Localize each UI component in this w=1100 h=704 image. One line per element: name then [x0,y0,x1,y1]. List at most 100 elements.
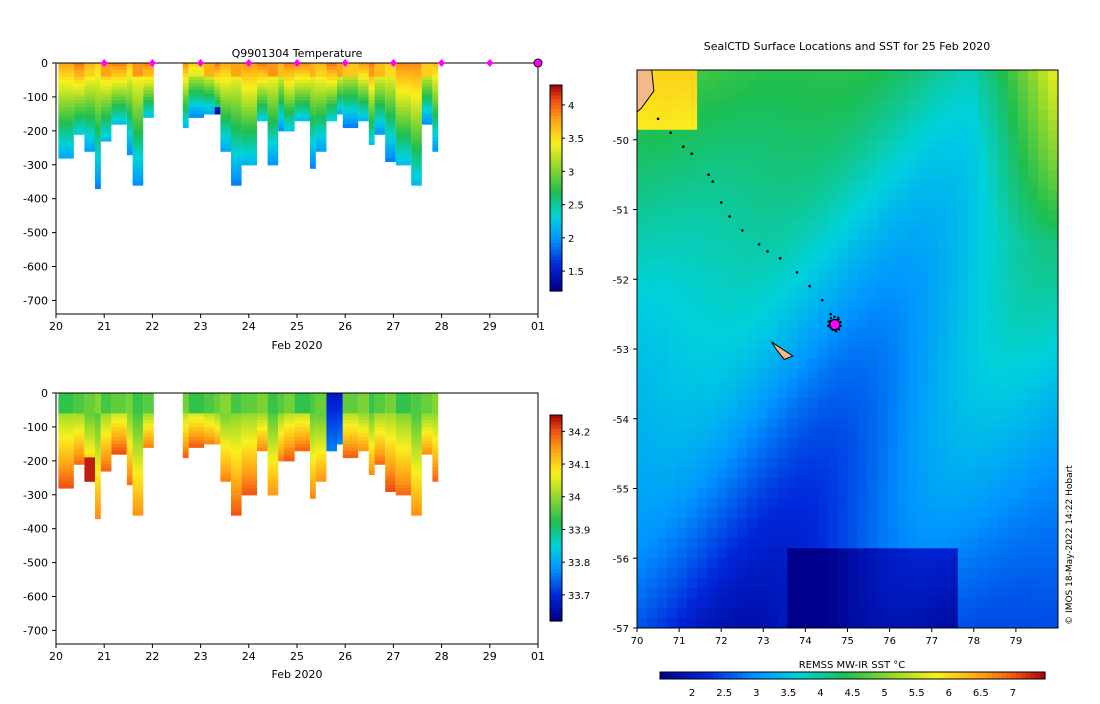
sst-cell [1017,239,1029,250]
sst-cell [967,359,979,370]
profile-cell [132,447,144,452]
sst-cell [767,588,778,599]
sst-cell [807,159,818,171]
map-y-tick-label: -52 [613,275,629,286]
profile-cell [220,426,232,431]
profile-cell [315,454,327,459]
profile-cell [432,100,439,105]
profile-cell [111,100,127,105]
sst-cell [647,229,658,240]
sst-cell [697,149,708,161]
profile-cell [421,103,433,108]
sst-cell [687,349,698,360]
sst-cell [697,339,708,350]
profile-cell [358,423,369,428]
sst-cell [1007,388,1019,400]
profile-cell [395,437,412,442]
sst-cell [1038,598,1049,609]
sst-cell [957,428,969,440]
sst-cell [817,468,828,480]
sst-colorbar-band [1011,672,1017,679]
sst-cell [1048,448,1058,460]
sst-cell [657,299,668,310]
profile-cell [126,457,133,462]
sst-cell [807,568,818,579]
sst-cell [897,548,909,559]
profile-cell [368,96,375,101]
profile-cell [58,406,74,411]
profile-cell [411,124,422,129]
colorbar-band [550,418,562,423]
sst-cell [967,229,979,240]
x-tick-label: 28 [435,320,449,333]
sst-cell [927,239,939,250]
sst-cell [797,568,808,579]
profile-cell [241,134,258,139]
profile-cell [267,100,279,105]
profile-cell [294,90,311,95]
profile-cell [326,103,338,108]
profile-cell [241,110,258,115]
sst-cell [847,259,858,270]
sst-cell [977,598,989,609]
profile-cell [368,464,375,469]
y-tick-label: -300 [23,489,48,502]
profile-cell [278,100,285,105]
sst-cell [807,349,818,360]
sst-cell [797,139,808,151]
sst-cell [717,99,728,111]
profile-cell [294,80,311,84]
profile-cell [310,144,316,149]
profile-cell [395,416,412,421]
sst-cell [637,359,648,370]
profile-cell [421,73,433,78]
profile-cell [214,69,221,74]
sst-cell [667,109,678,121]
map-x-tick-label: 77 [925,636,938,647]
sst-cell [697,578,708,589]
sst-cell [667,229,678,240]
sst-cell [827,359,838,370]
profile-cell [257,69,268,74]
profile-cell [368,447,375,452]
sst-cell [747,99,758,111]
sst-cell [697,498,708,509]
sst-cell [837,518,848,529]
colorbar-band [550,542,562,547]
profile-cell [385,144,396,149]
profile-cell [111,416,127,421]
sst-cell [957,498,969,509]
sst-cell [657,109,668,121]
sst-cell [1007,548,1019,559]
sst-cell [957,618,969,628]
profile-cell [95,76,101,81]
profile-cell [257,107,268,112]
profile-cell [231,426,242,431]
profile-cell [111,399,127,404]
sst-cell [687,80,698,91]
sst-cell [797,598,808,609]
sst-cell [937,548,949,559]
profile-cell [315,63,327,67]
sst-cell [897,418,909,430]
profile-cell [257,86,268,91]
sst-cell [747,199,758,210]
sst-cell [927,598,939,609]
profile-cell [315,471,327,475]
sst-cell [827,478,838,489]
current-marker [533,58,543,68]
sst-cell [1038,189,1049,201]
sst-cell [747,289,758,300]
y-tick-label: -700 [23,294,48,307]
sst-cell [677,179,688,191]
sst-cell [1007,608,1019,619]
cluster-point [827,320,830,323]
sst-cell [687,408,698,420]
profile-cell [267,130,279,135]
sst-cell [917,279,929,290]
profile-cell [126,440,133,445]
sst-cell [847,299,858,310]
profile-cell [315,141,327,145]
profile-cell [126,474,133,479]
profile-cell [188,73,205,78]
